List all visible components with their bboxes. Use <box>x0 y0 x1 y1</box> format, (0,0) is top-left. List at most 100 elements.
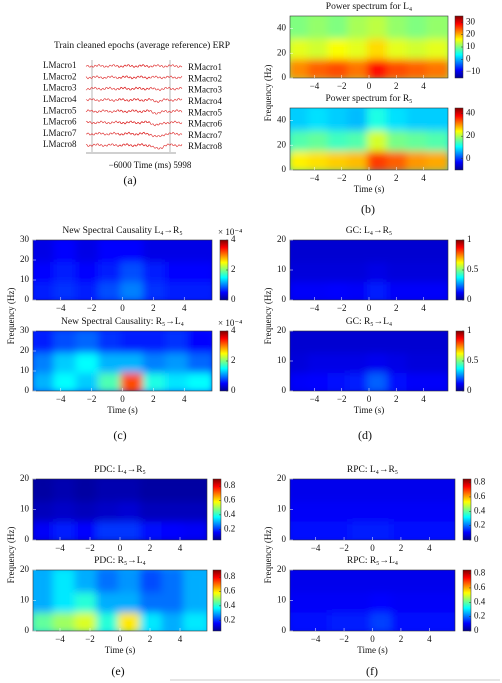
y-axis-label: Frequency (Hz) <box>263 288 273 345</box>
cell <box>426 126 448 152</box>
panel-label: (a) <box>123 173 136 187</box>
x-tick-label: −4 <box>55 543 65 553</box>
y-tick-label: 20 <box>277 325 287 335</box>
y-tick-label: 0 <box>282 164 287 174</box>
cell <box>347 258 371 282</box>
cell <box>139 588 166 613</box>
cell <box>308 608 334 631</box>
cell <box>33 570 57 593</box>
colorbar <box>462 478 472 541</box>
colorbar-tick-label: 0.4 <box>224 509 236 519</box>
colorbar-tick-label: 0 <box>231 385 236 395</box>
x-tick-label: 0 <box>367 394 372 404</box>
cell <box>290 588 313 613</box>
cell <box>96 497 122 522</box>
colorbar-tick-label: −10 <box>466 66 481 76</box>
cell <box>327 278 352 300</box>
colorbar-tick-label: 0 <box>474 625 479 635</box>
cell <box>118 570 144 593</box>
cell <box>327 126 352 152</box>
cell <box>75 369 103 391</box>
cell <box>308 588 334 613</box>
cell <box>349 570 375 593</box>
cell <box>386 147 411 170</box>
cell <box>327 55 352 78</box>
cell <box>52 570 79 593</box>
colorbar <box>212 569 222 632</box>
cell <box>411 517 437 540</box>
cell <box>426 34 448 60</box>
y-tick-label: 10 <box>20 595 30 605</box>
colorbar-tick-label: 2 <box>231 264 236 274</box>
heatmap-cells <box>290 479 455 540</box>
cell <box>367 55 391 78</box>
y-tick-label: 0 <box>25 385 30 395</box>
y-tick-label: 30 <box>20 234 30 244</box>
x-axis-label: Time (s) <box>354 405 384 415</box>
x-tick-label: −2 <box>337 173 347 183</box>
cell <box>165 369 192 391</box>
colorbar-tick-label: 0 <box>474 534 479 544</box>
cell <box>53 369 80 391</box>
trace <box>117 64 183 68</box>
cell <box>308 497 334 522</box>
cell <box>96 517 122 540</box>
cell <box>432 497 455 522</box>
cell <box>290 608 313 631</box>
cell <box>426 55 448 78</box>
cell <box>391 608 416 631</box>
cell <box>386 108 411 131</box>
cell <box>406 16 431 39</box>
cell <box>290 258 312 282</box>
cell <box>308 570 334 593</box>
cell <box>426 278 448 300</box>
cell <box>33 608 57 631</box>
colorbar-tick-label: 0.6 <box>224 586 236 596</box>
cell <box>406 331 431 353</box>
heatmap <box>290 108 448 170</box>
cell <box>386 240 411 262</box>
cell <box>426 258 448 282</box>
colorbar-tick-label: 0.6 <box>474 491 486 501</box>
cell <box>290 278 312 300</box>
cell <box>386 16 411 39</box>
x-tick-label: 4 <box>178 543 183 553</box>
channel-label: LMacro8 <box>43 139 77 149</box>
cell <box>426 349 448 373</box>
cell <box>406 349 431 373</box>
cell <box>411 608 437 631</box>
y-tick-label: 40 <box>277 22 287 32</box>
colorbar-tick-label: 0.5 <box>467 355 479 365</box>
cell <box>118 497 144 522</box>
cell <box>367 258 391 282</box>
heatmap-cells <box>290 108 448 170</box>
cell <box>74 517 101 540</box>
channel-label: RMacro6 <box>188 119 222 129</box>
cell <box>161 497 188 522</box>
cell <box>165 278 192 300</box>
cell <box>406 126 431 152</box>
x-tick-label: 4 <box>427 543 432 553</box>
y-tick-label: 0 <box>282 72 287 82</box>
heatmap <box>33 240 212 300</box>
cell <box>307 34 332 60</box>
colorbar-tick-label: 0.2 <box>474 520 485 530</box>
cell <box>367 34 391 60</box>
cell <box>406 258 431 282</box>
chart-title: GC: R₅→L₄ <box>346 317 392 327</box>
cell <box>290 108 312 131</box>
cell <box>290 147 312 170</box>
cell <box>53 278 80 300</box>
y-tick-label: 10 <box>20 365 30 375</box>
cell <box>406 278 431 300</box>
cell <box>120 369 147 391</box>
cell <box>347 16 371 39</box>
cell <box>120 240 147 262</box>
cell <box>142 240 170 262</box>
cell <box>98 278 125 300</box>
chart-title: PDC: R₅→L₄ <box>94 556 146 566</box>
x-tick-label: 0 <box>370 543 375 553</box>
cell <box>426 108 448 131</box>
chart-title: Power spectrum for R₅ <box>326 93 413 104</box>
cell <box>290 479 313 502</box>
